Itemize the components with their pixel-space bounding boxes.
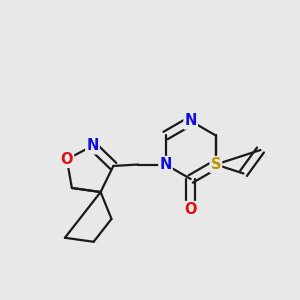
Text: N: N [184,113,197,128]
Text: O: O [184,202,197,217]
Text: N: N [86,138,99,153]
Text: N: N [159,157,172,172]
Text: S: S [211,157,221,172]
Text: O: O [61,152,73,167]
